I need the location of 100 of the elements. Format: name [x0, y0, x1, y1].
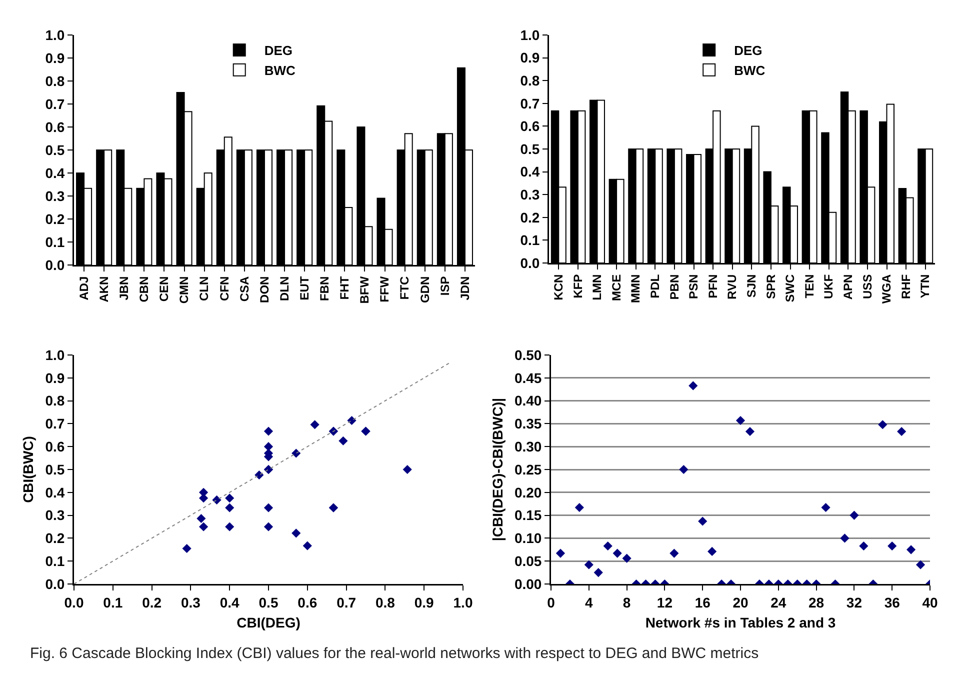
x-tick-label: DLN [277, 276, 292, 301]
x-tick-label: 0.8 [375, 594, 396, 610]
x-tick-label: BFW [358, 276, 372, 304]
x-axis-title: CBI(DEG) [236, 614, 300, 630]
y-tick-label: 0.4 [520, 164, 540, 180]
y-tick-label: 1.0 [45, 26, 65, 43]
x-tick-label: CFN [217, 276, 232, 301]
x-tick-label: 36 [884, 594, 900, 610]
x-tick-label: 8 [622, 594, 631, 610]
y-tick-label: 0.40 [514, 392, 542, 409]
y-tick-label: 0.3 [45, 188, 65, 204]
y-tick-label: 0.5 [520, 140, 540, 157]
x-tick-label: PSN [686, 274, 701, 299]
y-tick-label: 0.1 [45, 234, 65, 250]
x-tick-label: 32 [846, 594, 862, 610]
y-tick-label: 0.45 [514, 370, 542, 386]
x-tick-label: 0.5 [258, 594, 278, 610]
x-tick-label: 0.3 [180, 594, 201, 610]
x-tick-label: 16 [694, 594, 711, 610]
x-tick-label: 0.4 [220, 594, 240, 610]
x-tick-label: SJN [744, 274, 759, 298]
y-tick-label: 0.6 [45, 118, 65, 135]
y-tick-label: 0.8 [520, 72, 540, 88]
legend-label: BWC [734, 62, 766, 78]
x-tick-label: CBN [137, 276, 152, 302]
x-tick-label: FTC [398, 276, 412, 300]
x-tick-label: LMN [590, 274, 604, 300]
x-tick-label: KFP [570, 274, 585, 298]
y-tick-label: 1.0 [520, 26, 540, 43]
x-tick-label: KCN [552, 274, 566, 300]
caption: Fig. 6 Cascade Blocking Index (CBI) values for the real-world networks with respect to DEG and BWC metrics [30, 645, 760, 662]
y-axis-title: |CBI(DEG)-CBI(BWC)| [489, 398, 506, 542]
y-tick-label: 0.10 [514, 530, 542, 546]
x-tick-label: 0.2 [142, 594, 162, 610]
x-tick-label: GDN [418, 276, 432, 303]
x-tick-label: PFN [706, 274, 720, 298]
x-tick-label: RVU [725, 274, 740, 300]
y-tick-label: 0.6 [45, 438, 65, 454]
y-tick-label: 0.1 [520, 232, 540, 248]
y-tick-label: 0.9 [45, 50, 65, 66]
x-tick-label: CEN [157, 276, 172, 302]
y-tick-label: 0.4 [45, 164, 65, 181]
x-tick-label: EUT [297, 276, 312, 300]
y-tick-label: 0.3 [45, 507, 65, 524]
x-tick-label: 0.0 [64, 594, 84, 610]
x-tick-label: PDL [648, 274, 662, 298]
y-tick-label: 0.5 [45, 461, 65, 478]
y-tick-label: 1.0 [45, 346, 65, 363]
x-tick-label: JDN [458, 276, 472, 300]
y-axis-title: CBI(BWC) [20, 436, 36, 503]
x-tick-label: 0.7 [336, 594, 356, 610]
x-tick-label: 20 [732, 594, 748, 610]
y-tick-label: 0.4 [45, 484, 65, 500]
x-tick-label: 0.1 [103, 594, 123, 610]
x-tick-label: 0.6 [298, 594, 318, 610]
x-tick-label: YTN [918, 274, 932, 298]
y-tick-label: 0.50 [514, 346, 542, 363]
x-tick-label: 4 [585, 594, 593, 610]
x-axis-title: Network #s in Tables 2 and 3 [645, 614, 836, 630]
x-tick-label: USS [860, 274, 874, 299]
legend-label: BWC [264, 62, 296, 78]
y-tick-label: 0.9 [520, 50, 540, 66]
x-tick-label: 28 [808, 594, 824, 610]
x-tick-label: TEN [802, 274, 816, 298]
y-tick-label: 0.3 [520, 186, 540, 202]
x-tick-label: WGA [880, 274, 894, 304]
x-tick-label: APN [841, 274, 856, 300]
y-tick-label: 0.6 [520, 118, 540, 134]
x-tick-label: 40 [922, 594, 938, 610]
y-tick-label: 0.7 [520, 95, 540, 112]
x-tick-label: CMN [177, 276, 192, 304]
x-tick-label: FBN [318, 276, 332, 301]
x-tick-label: CSA [237, 276, 252, 302]
x-tick-label: MMN [628, 274, 643, 303]
y-tick-label: 0.1 [45, 553, 65, 569]
y-tick-label: 0.5 [45, 142, 65, 158]
x-tick-label: 0 [547, 594, 556, 610]
y-tick-label: 0.35 [514, 416, 542, 432]
y-tick-label: 0.2 [520, 209, 540, 226]
x-tick-label: SWC [783, 274, 798, 302]
y-tick-label: 0.00 [514, 576, 542, 592]
x-tick-label: 0.9 [414, 594, 434, 610]
y-tick-label: 0.15 [514, 507, 542, 524]
x-tick-label: ADJ [76, 276, 91, 300]
y-tick-label: 0.20 [514, 484, 542, 500]
x-tick-label: UKF [822, 274, 836, 299]
x-tick-label: DON [257, 276, 272, 303]
y-tick-label: 0.8 [45, 72, 65, 89]
y-tick-label: 0.7 [45, 96, 65, 112]
legend-label: DEG [734, 43, 762, 58]
x-tick-label: CLN [197, 276, 212, 301]
y-tick-label: 0.0 [520, 254, 540, 271]
y-tick-label: 0.9 [45, 370, 65, 386]
x-tick-label: 12 [656, 594, 673, 610]
x-tick-label: 24 [770, 594, 786, 610]
y-tick-label: 0.25 [514, 461, 542, 478]
y-tick-label: 0.30 [514, 438, 542, 454]
x-tick-label: RHF [898, 274, 913, 299]
y-tick-label: 0.2 [45, 210, 65, 227]
x-tick-label: AKN [96, 276, 111, 302]
